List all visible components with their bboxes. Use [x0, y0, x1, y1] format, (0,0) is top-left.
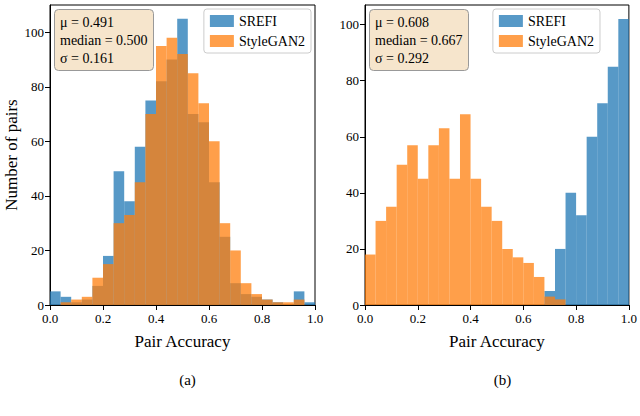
svg-text:μ = 0.491: μ = 0.491 — [60, 15, 114, 30]
svg-text:80: 80 — [346, 73, 359, 88]
svg-text:0.8: 0.8 — [254, 311, 270, 326]
svg-text:40: 40 — [31, 188, 44, 203]
svg-text:1.0: 1.0 — [307, 311, 323, 326]
svg-text:80: 80 — [31, 79, 44, 94]
svg-text:0.6: 0.6 — [201, 311, 218, 326]
svg-text:0.2: 0.2 — [95, 311, 111, 326]
svg-text:100: 100 — [340, 17, 360, 32]
svg-text:60: 60 — [31, 134, 44, 149]
svg-text:1.0: 1.0 — [621, 311, 637, 326]
svg-text:0.2: 0.2 — [410, 311, 426, 326]
svg-text:median = 0.500: median = 0.500 — [60, 33, 148, 48]
svg-text:100: 100 — [25, 25, 45, 40]
svg-text:Pair Accuracy: Pair Accuracy — [449, 332, 545, 351]
svg-text:0: 0 — [37, 297, 44, 313]
svg-text:20: 20 — [346, 241, 359, 256]
svg-text:0: 0 — [352, 297, 359, 313]
svg-text:μ = 0.608: μ = 0.608 — [375, 15, 429, 30]
svg-text:(a): (a) — [179, 372, 196, 389]
svg-text:0.4: 0.4 — [148, 311, 165, 326]
svg-text:60: 60 — [346, 129, 359, 144]
svg-text:0.6: 0.6 — [515, 311, 532, 326]
svg-text:Pair Accuracy: Pair Accuracy — [135, 332, 231, 351]
svg-text:(b): (b) — [494, 372, 512, 389]
svg-text:StyleGAN2: StyleGAN2 — [528, 34, 594, 49]
svg-text:Number of pairs: Number of pairs — [2, 99, 21, 210]
svg-text:σ = 0.161: σ = 0.161 — [60, 51, 114, 66]
svg-text:SREFI: SREFI — [528, 14, 566, 29]
svg-text:StyleGAN2: StyleGAN2 — [239, 34, 305, 49]
svg-text:0.0: 0.0 — [42, 311, 58, 326]
svg-text:0.4: 0.4 — [462, 311, 479, 326]
svg-text:20: 20 — [31, 243, 44, 258]
svg-text:σ = 0.292: σ = 0.292 — [375, 51, 429, 66]
svg-text:0.8: 0.8 — [568, 311, 584, 326]
svg-text:40: 40 — [346, 185, 359, 200]
svg-text:0.0: 0.0 — [357, 311, 373, 326]
svg-text:SREFI: SREFI — [239, 14, 277, 29]
svg-text:median = 0.667: median = 0.667 — [375, 33, 463, 48]
